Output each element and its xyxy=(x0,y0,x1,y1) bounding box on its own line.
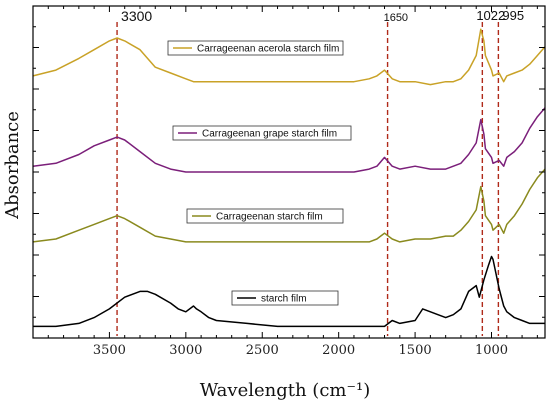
series-label-1: Carrageenan acerola starch film xyxy=(167,40,344,56)
y-axis-title: Absorbance xyxy=(2,111,23,220)
x-tick-label: 2500 xyxy=(246,343,279,358)
series-label-3: Carrageenan starch film xyxy=(186,208,344,224)
marker-label-1650: 1650 xyxy=(384,12,408,24)
series-line-3 xyxy=(32,168,546,243)
series-line-2 xyxy=(32,107,546,173)
series-group xyxy=(32,28,546,328)
series-label-box xyxy=(167,40,344,56)
x-tick-label: 3500 xyxy=(93,343,126,358)
marker-label-1022: 1022 xyxy=(476,8,505,23)
x-tick-label: 1500 xyxy=(399,343,432,358)
series-label-4: starch film xyxy=(231,290,339,306)
x-tick-label: 1000 xyxy=(475,343,508,358)
series-label-text: starch film xyxy=(261,294,307,305)
series-label-text: Carrageenan acerola starch film xyxy=(197,44,339,55)
marker-label-995: 995 xyxy=(502,8,524,23)
series-line-1 xyxy=(32,28,546,86)
axes: 3500 3000 2500 2000 1500 1000 xyxy=(32,5,546,358)
series-label-box xyxy=(172,125,352,141)
x-axis-title: Wavelength (cm⁻¹) xyxy=(200,380,370,401)
series-line-4 xyxy=(33,255,545,328)
x-tick-label: 3000 xyxy=(169,343,202,358)
series-label-box xyxy=(231,290,339,306)
series-labels: Carrageenan acerola starch film Carrageen… xyxy=(167,40,352,306)
series-label-text: Carrageenan starch film xyxy=(216,212,323,223)
series-label-2: Carrageenan grape starch film xyxy=(172,125,352,141)
series-label-text: Carrageenan grape starch film xyxy=(202,129,337,140)
series-label-box xyxy=(186,208,344,224)
marker-label-3300: 3300 xyxy=(121,8,152,24)
x-tick-label: 2000 xyxy=(322,343,355,358)
